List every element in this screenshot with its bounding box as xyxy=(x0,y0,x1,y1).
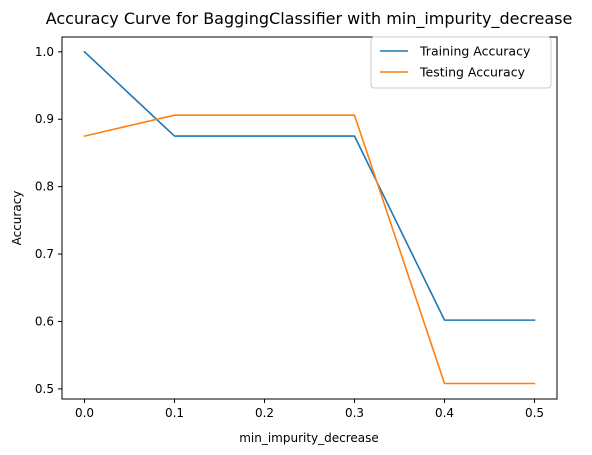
y-axis: 0.5 0.6 0.7 0.8 0.9 1.0 xyxy=(35,45,62,396)
chart-title: Accuracy Curve for BaggingClassifier wit… xyxy=(46,9,573,29)
testing-accuracy-line xyxy=(83,114,536,385)
y-tick-label: 0.5 xyxy=(35,382,54,396)
training-accuracy-legend-label: Training Accuracy xyxy=(419,44,531,59)
x-axis: 0.0 0.1 0.2 0.3 0.4 0.5 xyxy=(75,399,544,420)
series-lines xyxy=(83,50,536,385)
x-tick-label: 0.0 xyxy=(75,406,94,420)
y-tick-label: 0.8 xyxy=(35,180,54,194)
legend: Training Accuracy Testing Accuracy xyxy=(370,36,552,89)
training-accuracy-line xyxy=(83,50,536,321)
y-tick-label: 0.7 xyxy=(35,247,54,261)
y-tick-label: 0.9 xyxy=(35,112,54,126)
x-tick-label: 0.5 xyxy=(525,406,544,420)
y-axis-label: Accuracy xyxy=(10,191,24,246)
x-axis-label: min_impurity_decrease xyxy=(239,431,379,445)
x-tick-label: 0.3 xyxy=(345,406,364,420)
y-tick-label: 0.6 xyxy=(35,314,54,328)
x-tick-label: 0.2 xyxy=(255,406,274,420)
x-tick-label: 0.1 xyxy=(165,406,184,420)
legend-box xyxy=(370,36,552,89)
plot-area: 0.0 0.1 0.2 0.3 0.4 0.5 0.5 0.6 0.7 0.8 0.9 1.0 xyxy=(35,36,558,420)
plot-frame xyxy=(61,36,558,400)
y-tick-label: 1.0 xyxy=(35,45,54,59)
x-tick-label: 0.4 xyxy=(435,406,454,420)
testing-accuracy-legend-label: Testing Accuracy xyxy=(419,65,526,80)
